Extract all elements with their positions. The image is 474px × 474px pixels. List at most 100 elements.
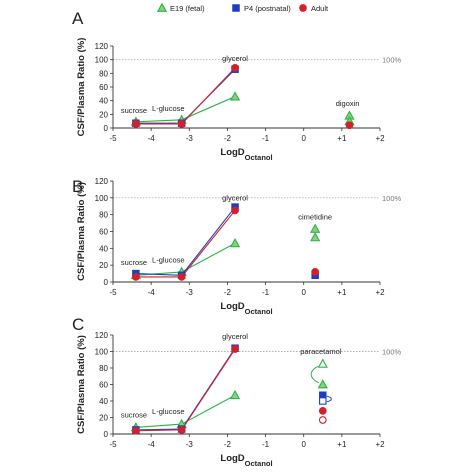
- x-tick-label: +2: [375, 134, 385, 143]
- legend-marker-circle: [299, 4, 307, 12]
- data-point-e19-fetal: [310, 232, 321, 242]
- data-point-adult: [231, 345, 239, 353]
- x-tick-label: -4: [148, 440, 156, 449]
- x-tick-label: +1: [337, 440, 347, 449]
- y-tick-label: 60: [99, 228, 108, 237]
- x-tick-label: +1: [337, 134, 347, 143]
- annotation-l-glucose: L-glucose: [152, 256, 185, 265]
- annotation-sucrose: sucrose: [121, 106, 147, 115]
- y-tick-label: 120: [95, 177, 109, 186]
- y-tick-label: 80: [99, 69, 108, 78]
- annotation-glycerol: glycerol: [222, 54, 248, 63]
- x-axis-label: LogDOctanol: [220, 301, 272, 316]
- x-tick-label: -1: [262, 288, 270, 297]
- reference-line-label: 100%: [382, 194, 402, 203]
- y-axis-label: CSF/Plasma Ratio (%): [76, 38, 87, 137]
- x-tick-label: -5: [109, 288, 117, 297]
- legend: E19 (fetal) P4 (postnatal) Adult: [156, 2, 329, 13]
- data-point-adult: [177, 120, 186, 128]
- data-point-e19-fetal: [229, 389, 241, 400]
- data-point-adult: [132, 120, 140, 128]
- annotation-glycerol: glycerol: [222, 332, 248, 341]
- reference-line-label: 100%: [382, 348, 402, 357]
- y-tick-label: 20: [99, 414, 108, 423]
- x-tick-label: -2: [224, 440, 232, 449]
- x-tick-label: -2: [224, 134, 232, 143]
- x-axis-label: LogDOctanol: [220, 147, 272, 162]
- data-point-adult: [318, 416, 327, 424]
- x-tick-label: +2: [375, 440, 385, 449]
- legend-marker-triangle: [156, 2, 168, 12]
- annotation-sucrose: sucrose: [121, 411, 147, 420]
- x-tick-label: +2: [375, 288, 385, 297]
- annotation-l-glucose: L-glucose: [152, 407, 185, 416]
- y-tick-label: 60: [99, 83, 108, 92]
- y-tick-label: 100: [95, 348, 109, 357]
- legend-item-e19-fetal: E19 (fetal): [156, 2, 205, 13]
- legend-label: E19 (fetal): [170, 4, 205, 13]
- x-tick-label: -3: [186, 288, 194, 297]
- x-tick-label: -5: [109, 134, 117, 143]
- panel-b: B 100% 0 20 40 60 80 100 120 -5 -4 -3 -2 -1 0 +1 +2 CSF/P…: [72, 177, 402, 316]
- data-point-p4-postnatal: [319, 397, 327, 405]
- annotation-cimetidine: cimetidine: [298, 213, 332, 222]
- series-line-adult: [135, 67, 236, 125]
- annotation-l-glucose: L-glucose: [152, 104, 185, 113]
- legend-marker-square: [232, 4, 240, 12]
- panel-letter: C: [72, 315, 84, 334]
- arrow-postnatal: [326, 395, 332, 403]
- x-tick-label: 0: [301, 134, 306, 143]
- panel-letter: B: [72, 177, 83, 196]
- panel-letter: A: [72, 9, 84, 28]
- x-tick-label: -4: [148, 288, 156, 297]
- data-point-e19-fetal: [310, 223, 321, 233]
- y-tick-label: 120: [95, 331, 109, 340]
- series-line-adult: [135, 348, 236, 432]
- legend-item-adult: Adult: [299, 4, 329, 13]
- y-tick-label: 20: [99, 261, 108, 270]
- y-tick-label: 20: [99, 110, 108, 119]
- annotation-sucrose: sucrose: [121, 258, 147, 267]
- x-tick-label: -5: [109, 440, 117, 449]
- series-line-p4-postnatal: [135, 206, 236, 276]
- data-point-adult: [177, 426, 186, 434]
- data-point-adult: [132, 426, 140, 435]
- x-tick-label: -1: [262, 134, 270, 143]
- data-point-adult: [132, 273, 140, 281]
- legend-label: P4 (postnatal): [244, 4, 291, 13]
- data-point-adult: [231, 64, 239, 72]
- y-tick-label: 80: [99, 211, 108, 220]
- data-point-adult: [311, 268, 320, 276]
- x-tick-label: 0: [301, 440, 306, 449]
- series-line-e19-fetal: [135, 96, 236, 123]
- reference-line-label: 100%: [382, 56, 402, 65]
- annotation-paracetamol: paracetamol: [300, 347, 342, 356]
- x-tick-label: -4: [148, 134, 156, 143]
- data-point-adult: [231, 206, 239, 215]
- y-tick-label: 40: [99, 244, 108, 253]
- y-tick-label: 100: [95, 194, 109, 203]
- x-tick-label: +1: [337, 288, 347, 297]
- data-point-e19-fetal: [317, 379, 328, 389]
- data-point-e19-fetal: [317, 358, 328, 368]
- y-tick-label: 40: [99, 97, 108, 106]
- data-point-adult: [177, 273, 186, 281]
- x-tick-label: -3: [186, 134, 194, 143]
- series-line-p4-postnatal: [135, 347, 236, 431]
- panel-c: C 100% 0 20 40 60 80 100 120 -5 -4 -3 -2 -1 0 +1 +2 CSF/P…: [72, 315, 402, 468]
- data-point-e19-fetal: [229, 237, 241, 248]
- y-tick-label: 80: [99, 364, 108, 373]
- y-tick-label: 120: [95, 42, 109, 51]
- y-tick-label: 0: [104, 124, 109, 133]
- y-tick-label: 0: [104, 278, 109, 287]
- series-line-p4-postnatal: [135, 68, 236, 124]
- x-tick-label: -1: [262, 440, 270, 449]
- legend-item-p4-postnatal: P4 (postnatal): [232, 4, 291, 13]
- data-point-adult: [345, 121, 354, 130]
- data-point-adult: [318, 407, 327, 415]
- x-tick-label: -3: [186, 440, 194, 449]
- annotation-digoxin: digoxin: [336, 99, 360, 108]
- panels: A 100% 0 20 40 60 80 100 120 -5 -4 -3 -2 -1 0 +1 +2 CSF/P…: [72, 9, 402, 468]
- series-line-adult: [135, 210, 236, 278]
